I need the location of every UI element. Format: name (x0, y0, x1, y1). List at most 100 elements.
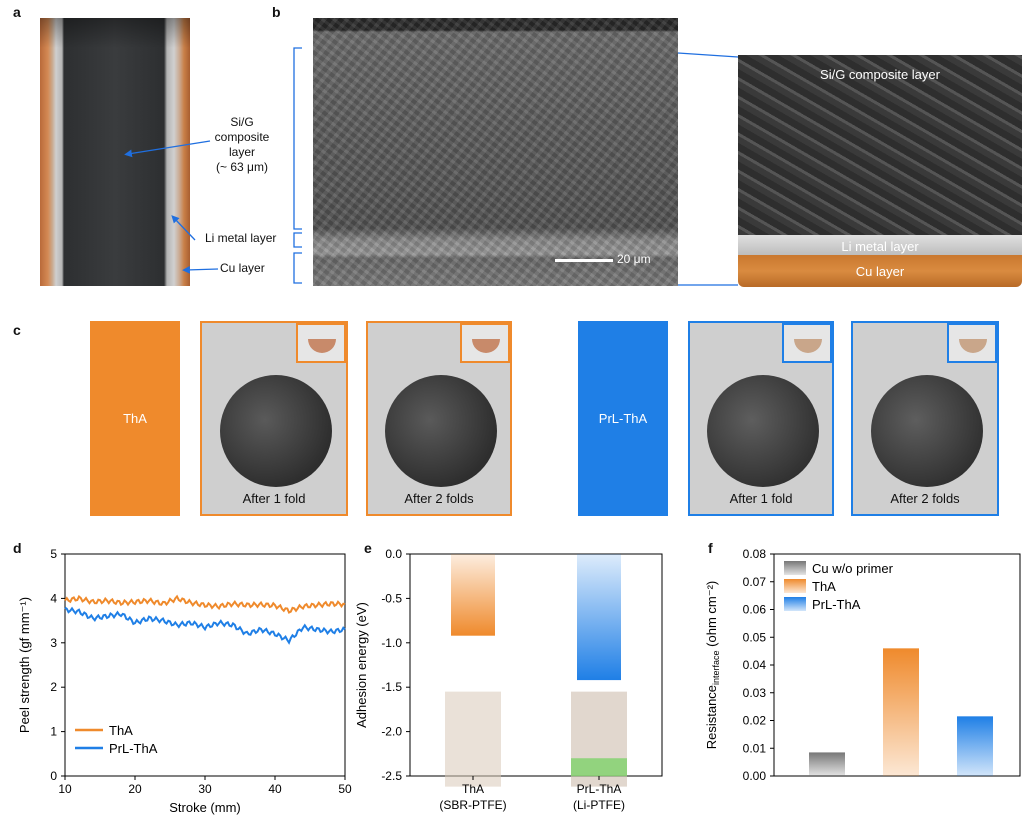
prl-fold1-inset (782, 323, 832, 363)
adhesion-energy-chart: 0.0 -0.5 -1.0 -1.5 -2.0 -2.5 Adhesion energy (… (354, 547, 663, 812)
li-layer-label: Li metal layer (205, 231, 277, 245)
panel-label-f: f (708, 540, 713, 556)
sig-label-line1: Si/G (230, 115, 254, 129)
prl-label: PrL-ThA (598, 411, 648, 426)
scale-bar (555, 259, 613, 262)
li-arrow (171, 215, 196, 241)
li-slab (571, 758, 627, 777)
y-tick-label: 5 (50, 547, 57, 561)
panel-label-c: c (13, 322, 21, 338)
tha-color-block: ThA (90, 321, 180, 516)
cu-layer-label: Cu layer (220, 261, 265, 275)
y-tick-label: 3 (50, 636, 57, 650)
sig-bracket (293, 47, 302, 230)
cu-block (738, 255, 1022, 287)
prl-color-block: PrL-ThA (578, 321, 668, 516)
legend-swatch-1 (784, 579, 806, 593)
y-tick-label: 0 (50, 769, 57, 783)
li-bracket (293, 232, 302, 248)
sig-arrow (124, 140, 211, 158)
tha-fold2-disc (385, 375, 497, 487)
electrode-photo (40, 18, 190, 286)
prl-fold2-caption: After 2 folds (890, 491, 960, 506)
layer-schematic: Si/G composite layer Li metal layer Cu l… (738, 55, 1022, 287)
prl-fold1-photo: After 1 fold (688, 321, 834, 516)
legend-swatch-0 (784, 561, 806, 575)
series-line-prl-tha (64, 606, 346, 645)
y-axis-label: Peel strength (gf mm⁻¹) (17, 597, 32, 733)
legend-label-prl-tha: PrL-ThA (109, 741, 158, 756)
tha-fold1-caption: After 1 fold (242, 491, 306, 506)
y-tick-label: 0.03 (743, 686, 767, 700)
tha-fold2-caption: After 2 folds (404, 491, 474, 506)
x-tick-label: 10 (58, 782, 72, 796)
y-tick-label: -2.5 (381, 769, 402, 783)
sig-composite-block (738, 55, 1022, 235)
legend-label-1: ThA (812, 579, 836, 594)
y-tick-label: 0.01 (743, 741, 767, 755)
y-tick-label: 0.04 (743, 658, 767, 672)
sig-label-line4: (~ 63 μm) (216, 160, 268, 174)
y-tick-label: -1.5 (381, 680, 402, 694)
prl-fold1-caption: After 1 fold (729, 491, 793, 506)
y-tick-label: 0.02 (743, 714, 767, 728)
cu-bracket (293, 252, 302, 284)
legend-swatch-2 (784, 597, 806, 611)
y-tick-label: 0.08 (743, 547, 767, 561)
tha-fold2-inset (460, 323, 510, 363)
prl-fold2-photo: After 2 folds (851, 321, 999, 516)
x-axis-label: Stroke (mm) (169, 800, 241, 815)
sig-layer-annotation: Si/G composite layer (~ 63 μm) (207, 115, 277, 175)
prl-fold2-disc (871, 375, 983, 487)
y-tick-label: 0.00 (743, 769, 767, 783)
legend-label-0: Cu w/o primer (812, 561, 894, 576)
zoom-lines (677, 52, 739, 286)
plot-frame (64, 553, 346, 777)
bar-0 (451, 554, 495, 636)
x-tick-sublabel: (Li-PTFE) (573, 798, 625, 812)
y-axis-label: Adhesion energy (eV) (354, 602, 369, 728)
schematic-sig-label: Si/G composite layer (820, 67, 940, 82)
schematic-cu-label: Cu layer (855, 264, 905, 279)
tha-label: ThA (123, 411, 147, 426)
plot-frame (409, 553, 663, 777)
series-line-tha (64, 594, 346, 614)
molecular-structure-0 (445, 691, 501, 787)
y-axis-label: Resistanceinterface (ohm cm⁻²) (704, 581, 721, 750)
layer-brackets (293, 47, 302, 284)
bar-cu-w-o-primer (809, 752, 845, 776)
cu-arrow (182, 265, 219, 274)
tha-fold2-photo: After 2 folds (366, 321, 512, 516)
schematic-li-label: Li metal layer (841, 239, 919, 254)
peel-strength-chart: 10 20 30 40 50 0 1 2 3 4 5 Stroke (mm) Peel strength… (17, 547, 352, 815)
x-tick-label: ThA (462, 782, 484, 796)
x-tick-label: PrL-ThA (577, 782, 622, 796)
y-tick-label: 0.05 (743, 630, 767, 644)
tha-fold1-inset (296, 323, 346, 363)
sig-label-line3: layer (228, 145, 255, 159)
y-tick-label: -2.0 (381, 725, 402, 739)
legend-label-tha: ThA (109, 723, 133, 738)
y-tick-label: -0.5 (381, 591, 402, 605)
panel-label-d: d (13, 540, 22, 556)
panel-label-a: a (13, 4, 21, 20)
x-tick-label: 40 (268, 782, 282, 796)
scale-bar-label: 20 μm (617, 252, 651, 266)
bar-tha (883, 648, 919, 776)
sem-image: 20 μm (313, 18, 678, 286)
tha-fold1-disc (220, 375, 332, 487)
y-tick-label: -1.0 (381, 636, 402, 650)
tha-fold1-photo: After 1 fold (200, 321, 348, 516)
panel-label-b: b (272, 4, 281, 20)
prl-fold2-inset (947, 323, 997, 363)
interface-resistance-chart: 0.00 0.01 0.02 0.03 0.04 0.05 0.06 0.07 0.08 Resi… (704, 547, 1021, 783)
y-tick-label: 1 (50, 725, 57, 739)
legend-label-2: PrL-ThA (812, 597, 861, 612)
bar-prl-tha (957, 716, 993, 776)
li-metal-block (738, 235, 1022, 255)
prl-fold1-disc (707, 375, 819, 487)
y-tick-label: 0.07 (743, 575, 767, 589)
x-tick-sublabel: (SBR-PTFE) (439, 798, 506, 812)
y-tick-label: 0.0 (385, 547, 402, 561)
panel-label-e: e (364, 540, 372, 556)
